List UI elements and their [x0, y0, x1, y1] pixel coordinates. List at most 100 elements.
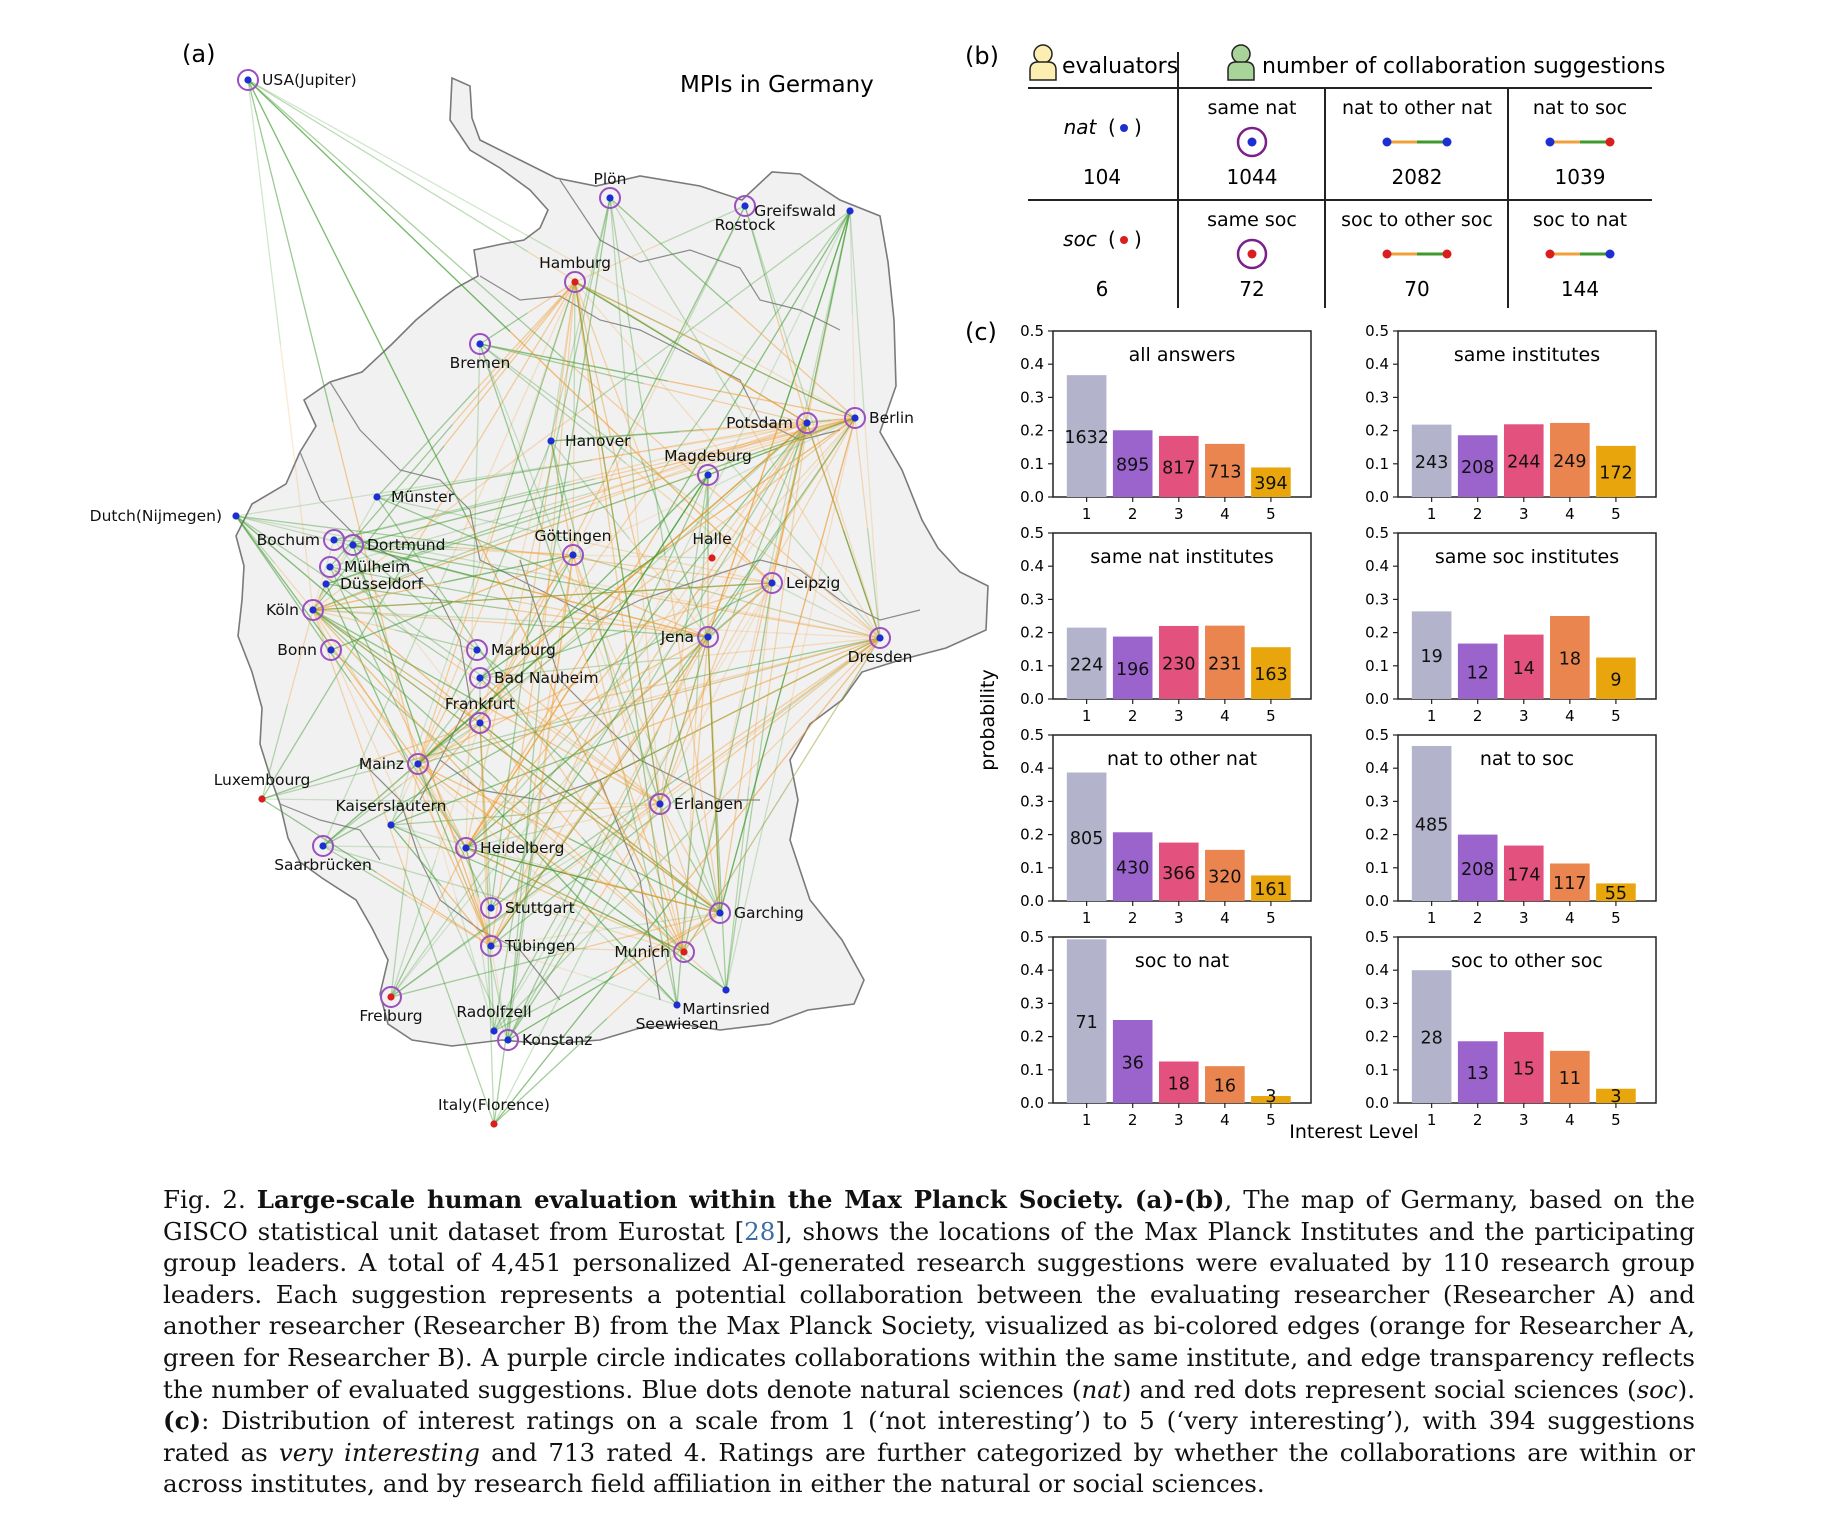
edge-segment-b — [683, 794, 783, 953]
table-rows: nat () 104 same nat 1044 nat to other nat 2082… — [1063, 97, 1627, 301]
location-potsdam[interactable]: Potsdam — [726, 412, 818, 434]
edge-segment-b — [235, 466, 546, 517]
location-munich[interactable]: Munich — [614, 941, 695, 963]
location-garching[interactable]: Garching — [709, 902, 804, 924]
location-halle[interactable]: Halle — [692, 530, 732, 562]
x-tick-label: 2 — [1128, 909, 1138, 927]
bar-chart-all-answers: 0.0 0.1 0.2 0.3 0.4 0.5 1632 1 895 2 817 3 713 4 394 5 a… — [1020, 322, 1312, 523]
edge-segment-a — [417, 763, 457, 898]
location-label: USA(Jupiter) — [262, 71, 357, 89]
edge-segment-a — [683, 713, 697, 953]
location-dutch[interactable]: Dutch(Nijmegen) — [90, 507, 240, 525]
edge-segment-b — [417, 763, 456, 856]
edge-segment-a — [465, 847, 481, 940]
edge-segment-b — [725, 786, 750, 991]
location-munster[interactable]: Münster — [373, 488, 455, 506]
location-hamburg[interactable]: Hamburg — [539, 254, 611, 293]
location-plon[interactable]: Plön — [594, 170, 627, 209]
location-usa[interactable]: USA(Jupiter) — [237, 69, 357, 91]
glyph-dot-to — [1605, 249, 1615, 259]
location-bochum[interactable]: Bochum — [257, 529, 345, 551]
location-dortmund[interactable]: Dortmund — [342, 534, 445, 556]
location-label: Bonn — [277, 641, 317, 659]
edge-segment-a — [490, 928, 606, 947]
edge-segment-b — [498, 992, 509, 1041]
location-frankfurt[interactable]: Frankfurt — [445, 695, 515, 734]
y-tick-label: 0.3 — [1020, 388, 1044, 406]
location-label: Greifswald — [754, 202, 836, 220]
edge-segment-b — [550, 440, 563, 499]
edge-segment-a — [635, 637, 881, 733]
edge-segment-a — [370, 722, 481, 762]
location-hanover[interactable]: Hanover — [547, 432, 631, 450]
location-mainz[interactable]: Mainz — [359, 753, 429, 775]
edge-segment-b — [312, 595, 543, 611]
edge-segment-b — [810, 210, 851, 398]
edge-segment-a — [572, 554, 643, 558]
location-label: Rostock — [715, 216, 776, 234]
bar-level-2 — [1112, 636, 1153, 699]
edge-segment-b — [390, 824, 442, 886]
edge-segment-a — [417, 700, 650, 765]
caption-citation-link[interactable]: 28 — [744, 1216, 776, 1246]
location-magdeburg[interactable]: Magdeburg — [664, 447, 752, 486]
bar-count-label: 16 — [1214, 1077, 1236, 1097]
location-koln[interactable]: Köln — [266, 599, 324, 621]
bar-count-label: 71 — [1075, 1013, 1097, 1033]
location-konstanz[interactable]: Konstanz — [497, 1029, 592, 1051]
location-kaiserslautern[interactable]: Kaiserslautern — [336, 797, 447, 829]
location-jena[interactable]: Jena — [660, 626, 719, 648]
edge-segment-b — [247, 79, 511, 332]
location-dusseldorf[interactable]: Düsseldorf — [322, 575, 423, 593]
location-berlin[interactable]: Berlin — [844, 407, 914, 429]
location-gottingen[interactable]: Göttingen — [535, 527, 612, 566]
location-saarbrucken[interactable]: Saarbrücken — [274, 835, 372, 874]
edge-segment-a — [686, 637, 881, 882]
y-tick-label: 0.2 — [1365, 1028, 1389, 1046]
bar-count-label: 13 — [1467, 1064, 1489, 1084]
location-rostock[interactable]: Rostock — [715, 195, 776, 234]
location-leipzig[interactable]: Leipzig — [761, 572, 840, 594]
location-luxembourg[interactable]: Luxembourg — [214, 771, 311, 803]
location-seewiesen[interactable]: Seewiesen — [636, 1001, 719, 1033]
location-greifswald[interactable]: Greifswald — [754, 202, 854, 220]
location-erlangen[interactable]: Erlangen — [649, 793, 743, 815]
bar-level-5 — [1596, 1088, 1636, 1103]
location-tubingen[interactable]: Tübingen — [480, 935, 575, 957]
edge-segment-b — [493, 853, 634, 1125]
location-marburg[interactable]: Marburg — [466, 639, 556, 661]
location-bremen[interactable]: Bremen — [450, 333, 511, 372]
edge-segment-a — [494, 684, 661, 805]
edge-segment-a — [690, 351, 808, 424]
location-radolfzell[interactable]: Radolfzell — [456, 1003, 532, 1035]
location-badnauheim[interactable]: Bad Nauheim — [469, 667, 599, 689]
location-dresden[interactable]: Dresden — [848, 627, 913, 666]
edge-segment-a — [406, 631, 481, 724]
edge-segment-b — [574, 281, 619, 544]
location-freiburg[interactable]: Freiburg — [359, 986, 423, 1025]
edge-segment-b — [479, 722, 601, 819]
edge-segment-b — [769, 637, 881, 722]
location-mulheim[interactable]: Mülheim — [319, 556, 410, 578]
location-italy[interactable]: Italy(Florence) — [438, 1096, 550, 1128]
location-martinsried[interactable]: Martinsried — [682, 986, 770, 1018]
y-tick-label: 0.1 — [1020, 657, 1044, 675]
bar-chart-soc-to-other-soc: 0.0 0.1 0.2 0.3 0.4 0.5 28 1 13 2 15 3 11 4 3 5 soc to o… — [1365, 928, 1657, 1129]
edge-segment-b — [352, 544, 387, 655]
edge-segment-a — [574, 281, 649, 598]
edge-segment-a — [598, 422, 808, 711]
nat-dot — [846, 207, 854, 215]
edge-segment-a — [406, 895, 492, 947]
edge-segment-b — [376, 496, 575, 541]
nat-dot — [876, 634, 884, 642]
edge-segment-b — [322, 845, 395, 848]
location-bonn[interactable]: Bonn — [277, 639, 342, 661]
edge-segment-b — [574, 281, 692, 354]
edge-segment-a — [545, 417, 856, 468]
bar-count-label: 196 — [1116, 660, 1149, 680]
location-heidelberg[interactable]: Heidelberg — [455, 837, 565, 859]
location-label: Dresden — [848, 648, 913, 666]
location-stuttgart[interactable]: Stuttgart — [480, 897, 575, 919]
edge-segment-b — [247, 79, 334, 423]
edge-segment-a — [417, 281, 576, 541]
